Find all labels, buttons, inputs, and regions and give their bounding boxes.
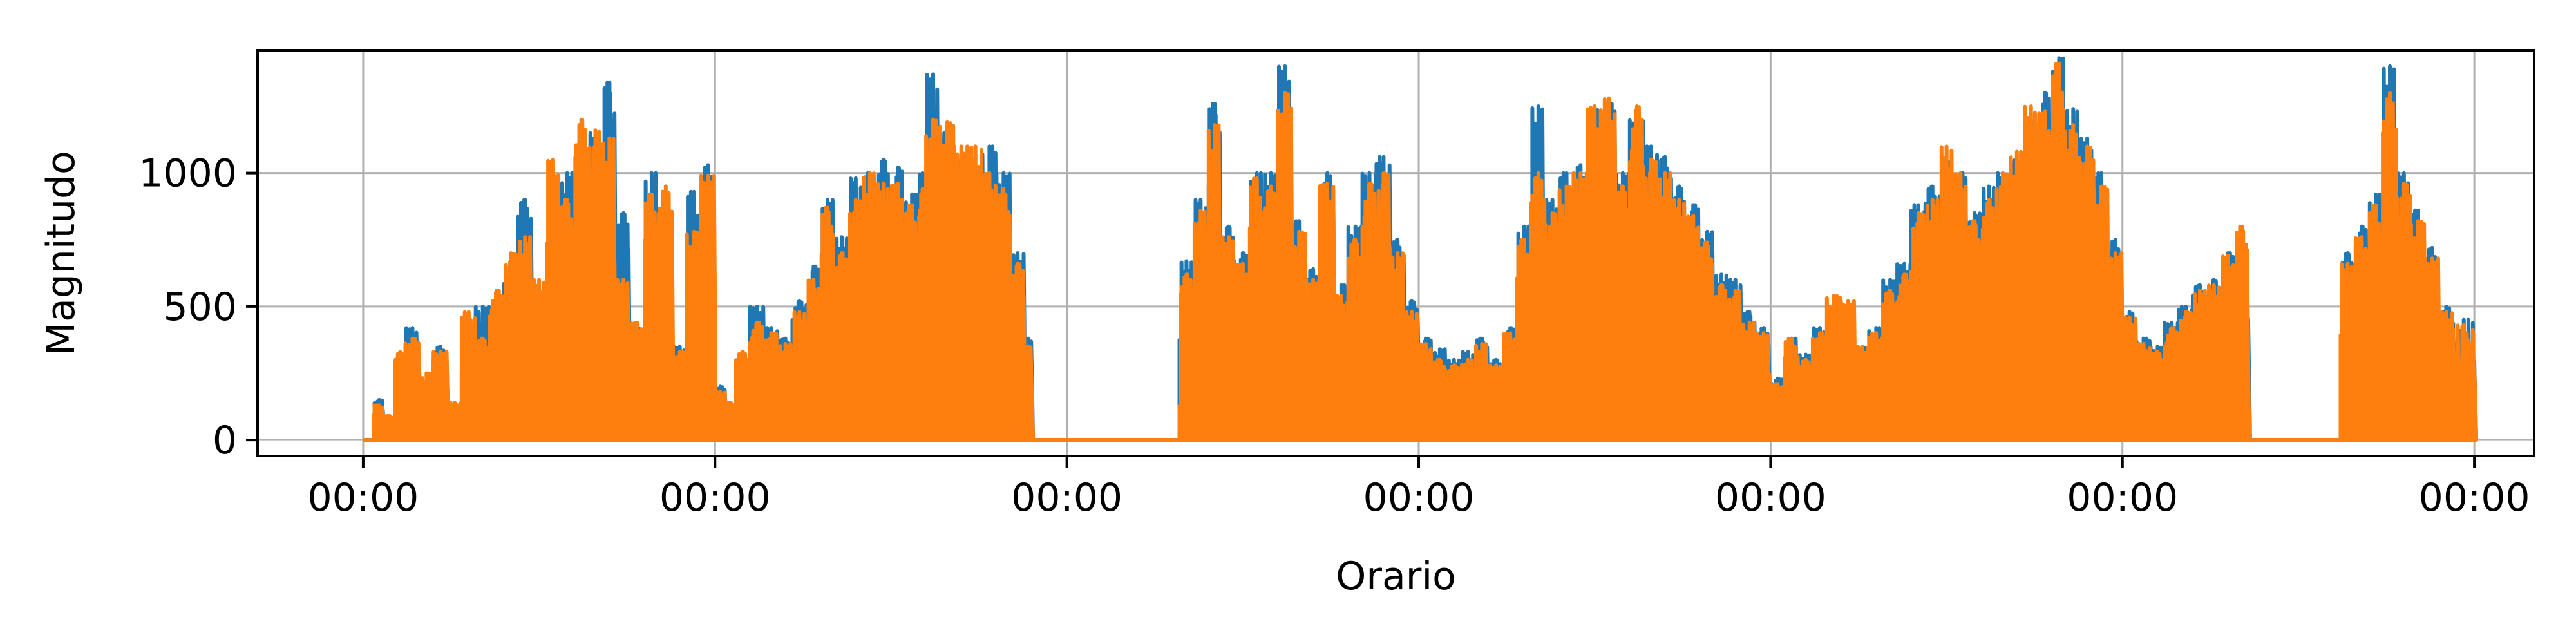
x-tick-label: 00:00 [659,475,771,520]
y-tick-label: 500 [163,285,237,330]
x-tick-label: 00:00 [1363,475,1475,520]
x-tick-label: 00:00 [2419,475,2530,520]
x-axis-label: Orario [1336,554,1456,599]
y-tick-label: 1000 [138,151,237,196]
x-tick-label: 00:00 [2067,475,2178,520]
x-tick-label: 00:00 [307,475,419,520]
series-layer [363,56,2479,442]
y-axis-label: Magnitudo [39,151,84,355]
plot-frame [256,49,2535,457]
x-tick-label: 00:00 [1715,475,1826,520]
y-tick-label: 0 [213,418,237,463]
x-axis: 00:00 00:00 00:00 00:00 00:00 00:00 00:00 [307,456,2530,520]
y-axis: 0 500 1000 [138,151,258,463]
x-tick-label: 00:00 [1011,475,1122,520]
series-2-line [363,61,2479,442]
